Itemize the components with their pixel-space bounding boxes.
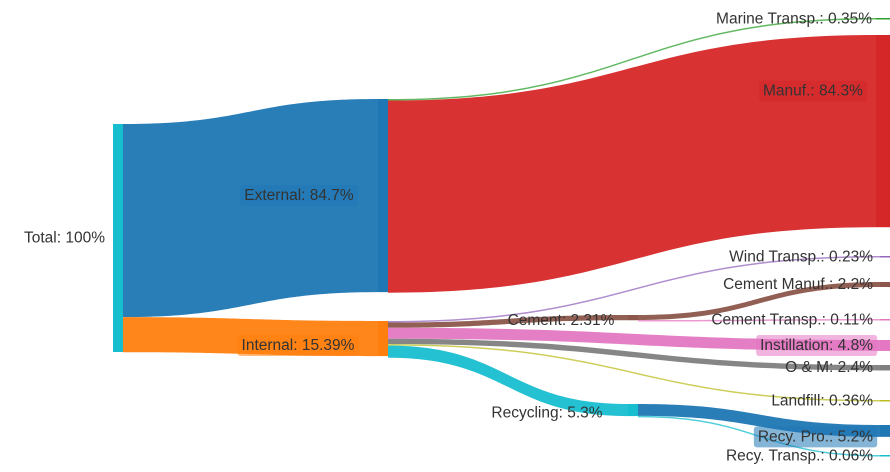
label-group-marine: Marine Transp.: 0.35%	[716, 10, 872, 27]
link-external-to-marine	[388, 18, 876, 101]
label-landfill: Landfill: 0.36%	[771, 392, 873, 409]
node-recy_pro	[880, 425, 890, 437]
node-internal	[378, 321, 388, 357]
sankey-labels: Total: 100% External: 84.7% Internal: 15.3…	[24, 10, 878, 464]
link-internal-to-om	[388, 338, 880, 371]
label-group-external: External: 84.7%	[240, 185, 358, 207]
label-group-wind: Wind Transp.: 0.23%	[729, 248, 873, 265]
node-om	[880, 365, 890, 371]
label-group-recy_transp: Recy. Transp.: 0.06%	[726, 447, 873, 464]
link-internal-to-recycling	[388, 345, 628, 417]
node-landfill	[880, 400, 890, 402]
label-group-cement_manuf: Cement Manuf.: 2.2%	[723, 276, 873, 293]
label-total: Total: 100%	[24, 230, 105, 247]
node-recycling	[628, 404, 638, 417]
node-cement_manuf	[880, 282, 890, 288]
link-internal-to-landfill	[388, 344, 880, 402]
node-wind	[880, 256, 890, 258]
label-recy_pro: Recy. Pro.: 5.2%	[758, 428, 873, 445]
label-cement_transp: Cement Transp.: 0.11%	[711, 311, 873, 328]
label-external: External: 84.7%	[244, 187, 354, 204]
link-internal-to-wind	[388, 256, 880, 323]
label-group-cement: Cement: 2.31%	[508, 312, 615, 329]
label-group-cement_transp: Cement Transp.: 0.11%	[711, 311, 873, 328]
label-bg-manuf	[759, 80, 868, 102]
label-bg-instillation	[756, 334, 878, 356]
node-instillation	[880, 340, 890, 351]
label-cement_manuf: Cement Manuf.: 2.2%	[723, 276, 873, 293]
label-bg-internal	[237, 335, 359, 357]
label-group-recy_pro: Recy. Pro.: 5.2%	[753, 426, 878, 448]
label-manuf: Manuf.: 84.3%	[763, 83, 863, 100]
label-group-landfill: Landfill: 0.36%	[771, 392, 873, 409]
link-cement-to-cement_transp	[638, 319, 880, 322]
node-marine	[876, 18, 890, 20]
node-external	[378, 99, 388, 293]
label-cement: Cement: 2.31%	[508, 312, 615, 329]
label-bg-recy_pro	[753, 426, 878, 448]
node-cement	[628, 315, 638, 321]
label-wind: Wind Transp.: 0.23%	[729, 248, 873, 265]
label-group-recycling: Recycling: 5.3%	[491, 405, 602, 422]
node-total	[113, 124, 123, 352]
label-group-total: Total: 100%	[24, 230, 105, 247]
label-bg-external	[240, 185, 358, 207]
node-manuf	[876, 35, 890, 228]
label-internal: Internal: 15.39%	[242, 337, 355, 354]
label-marine: Marine Transp.: 0.35%	[716, 10, 872, 27]
sankey-nodes	[113, 18, 890, 457]
node-recy_transp	[880, 455, 890, 457]
link-cement-to-cement_manuf	[638, 282, 880, 321]
link-total-to-external	[123, 99, 378, 318]
label-group-instillation: Instillation: 4.8%	[756, 334, 878, 356]
label-om: O & M: 2.4%	[785, 359, 873, 376]
label-instillation: Instillation: 4.8%	[760, 337, 873, 354]
node-cement_transp	[880, 319, 890, 321]
label-recycling: Recycling: 5.3%	[491, 405, 602, 422]
link-internal-to-cement	[388, 315, 628, 328]
label-recy_transp: Recy. Transp.: 0.06%	[726, 447, 873, 464]
label-group-manuf: Manuf.: 84.3%	[759, 80, 868, 102]
link-external-to-manuf	[388, 35, 876, 293]
label-group-internal: Internal: 15.39%	[237, 335, 359, 357]
label-group-om: O & M: 2.4%	[785, 359, 873, 376]
